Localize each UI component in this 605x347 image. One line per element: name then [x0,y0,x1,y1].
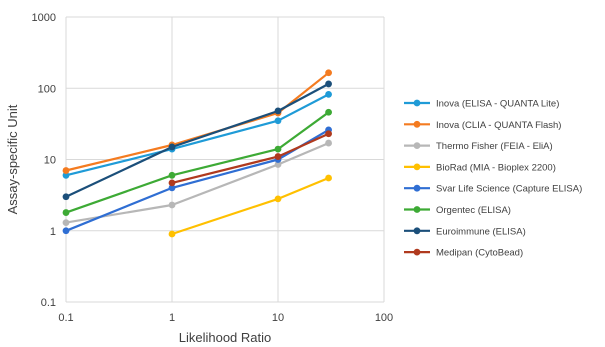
legend-label: Thermo Fisher (FEIA - EliA) [436,141,553,152]
x-axis-title: Likelihood Ratio [179,330,272,345]
legend-item: Thermo Fisher (FEIA - EliA) [404,141,553,152]
data-point [62,227,70,235]
y-tick-label: 100 [38,83,56,95]
legend-label: Orgentec (ELISA) [436,205,511,216]
data-point [168,184,176,192]
legend-swatch-marker [413,99,421,107]
legend-item: BioRad (MIA - Bioplex 2200) [404,162,556,173]
series-line [65,111,330,214]
legend-swatch-marker [413,248,421,256]
data-point [325,69,332,77]
legend-swatch-marker [413,184,421,192]
data-point [62,167,70,174]
data-point [62,171,70,179]
legend-item: Orgentec (ELISA) [404,205,511,216]
legend-swatch-marker [413,227,421,235]
series-line [65,142,330,224]
legend-swatch-marker [413,206,421,213]
series-6 [62,80,332,201]
data-point [168,179,176,187]
data-point [325,108,332,116]
x-tick-label: 1 [169,312,175,324]
legend-label: Inova (CLIA - QUANTA Flash) [436,120,561,131]
data-point [62,209,70,216]
data-point [274,145,282,153]
legend-item: Medipan (CytoBead) [404,248,523,259]
data-point [274,117,282,125]
legend-item: Svar Life Science (Capture ELISA) [404,184,582,195]
data-point [168,230,176,238]
y-tick-label: 10 [44,155,56,167]
data-point [274,195,282,203]
legend-item: Inova (ELISA - QUANTA Lite) [404,99,559,110]
legend-label: Medipan (CytoBead) [436,248,523,259]
data-point [274,161,282,168]
x-tick-label: 0.1 [58,312,73,324]
data-point [62,193,70,201]
data-point [325,80,332,88]
legend-swatch-marker [413,142,421,150]
data-point [325,130,332,138]
y-tick-label: 0.1 [41,297,56,309]
data-point [168,143,176,151]
legend-label: Svar Life Science (Capture ELISA) [436,184,582,195]
legend-label: Inova (ELISA - QUANTA Lite) [436,99,559,110]
data-point [168,171,176,179]
legend-swatch-marker [413,163,421,171]
legend-label: BioRad (MIA - Bioplex 2200) [436,162,556,173]
x-tick-label: 10 [272,312,284,324]
series-5 [62,108,332,216]
grid [65,16,385,303]
legend: Inova (ELISA - QUANTA Lite) Inova (CLIA -… [404,99,582,259]
data-point [274,107,282,115]
y-axis-title: Assay-specific Unit [5,104,20,214]
legend-label: Euroimmune (ELISA) [436,226,526,237]
series-line [65,128,330,232]
data-point [325,90,332,98]
tick-labels: 0.1 1 10 100 1000 0.1 1 10 100 [32,12,394,324]
y-tick-label: 1000 [32,12,56,24]
data-point [274,153,282,160]
y-tick-label: 1 [50,226,56,238]
data-point [325,139,332,147]
series-2 [62,139,332,227]
legend-swatch-marker [413,120,421,128]
series-line [171,176,330,236]
data-point [325,174,332,182]
series [62,69,332,238]
data-point [62,219,70,227]
series-7 [168,130,332,187]
x-tick-label: 100 [375,312,393,324]
data-point [168,201,176,209]
legend-item: Inova (CLIA - QUANTA Flash) [404,120,561,131]
series-3 [168,174,332,238]
legend-item: Euroimmune (ELISA) [404,226,526,237]
series-line [65,71,330,172]
series-line [65,82,330,198]
series-line [65,93,330,177]
